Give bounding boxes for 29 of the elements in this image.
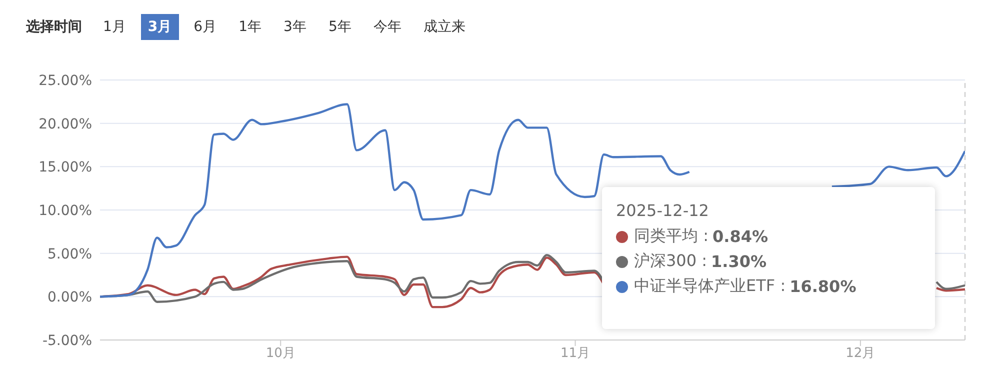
x-tick-label: 10月 (266, 346, 296, 362)
annotation: 0.84% (712, 227, 768, 246)
text: 1年 (238, 18, 263, 37)
text: 选择时间 (26, 18, 82, 36)
text: 3月 (140, 14, 179, 40)
x-tick-label: 12月 (846, 346, 876, 362)
y-tick-label: 15.00% (38, 160, 92, 176)
text: 成立来 (422, 18, 466, 37)
y-tick-label: 0.00% (48, 290, 92, 306)
y-tick-label: 25.00% (38, 72, 92, 89)
text: 5年 (327, 18, 352, 37)
y-tick-label: 10.00% (38, 202, 92, 219)
legend-label: 同类平均 (634, 226, 698, 245)
text: 3年 (282, 18, 308, 37)
text: : (702, 251, 708, 270)
annotation: 2025-12-12 (616, 201, 710, 220)
y-tick-label: 5.00% (48, 246, 92, 262)
y-tick-label: -5.00% (42, 332, 92, 349)
annotation: : (703, 226, 708, 245)
annotation: 16.80% (790, 277, 856, 296)
text: : (780, 276, 786, 295)
text: 今年 (372, 18, 402, 37)
x-tick-label: 11月 (560, 346, 590, 362)
legend-label: 沪深300 (634, 251, 697, 270)
text: 1月 (102, 18, 127, 37)
annotation: 1.30% (711, 252, 767, 271)
y-tick-label: 20.00% (38, 116, 92, 132)
text: 6月 (192, 18, 218, 37)
legend-label: 中证半导体产业ETF (634, 276, 776, 295)
